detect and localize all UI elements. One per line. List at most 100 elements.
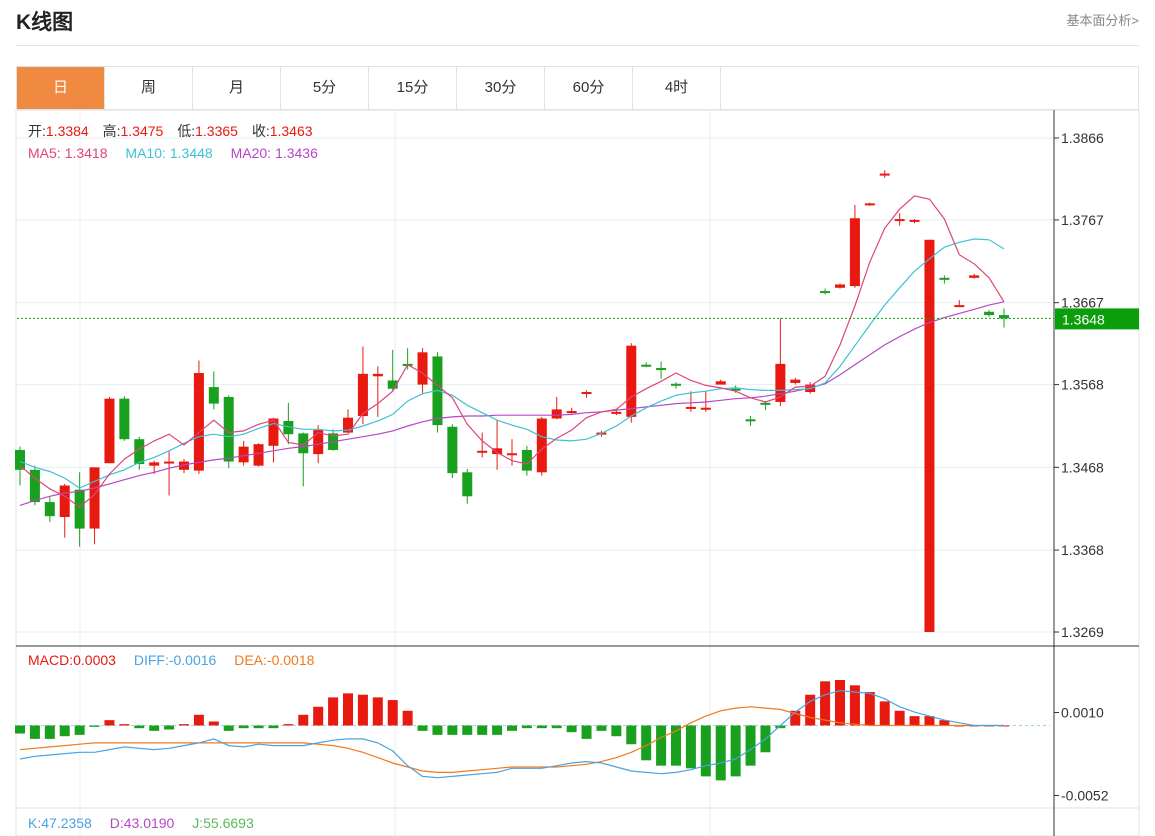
macd-bar — [521, 725, 532, 729]
candle[interactable] — [343, 409, 353, 433]
candle-body — [521, 449, 532, 471]
candle-body — [969, 275, 980, 278]
candle[interactable] — [357, 346, 368, 425]
candle[interactable] — [447, 424, 458, 479]
candle[interactable] — [372, 366, 383, 417]
candle[interactable] — [715, 379, 726, 385]
candle-body — [954, 305, 965, 308]
candle[interactable] — [924, 239, 935, 632]
candle[interactable] — [238, 440, 249, 466]
candle[interactable] — [775, 318, 786, 407]
candle[interactable] — [849, 205, 860, 288]
fundamental-analysis-link[interactable]: 基本面分析> — [1066, 13, 1139, 28]
candle[interactable] — [939, 275, 950, 284]
candle-body — [849, 218, 860, 287]
macd-bar — [134, 725, 145, 729]
candle-body — [566, 411, 577, 414]
ma-legend: MA5: 1.3418 MA10: 1.3448 MA20: 1.3436 — [28, 145, 318, 161]
ma5-line — [19, 195, 1005, 508]
macd-bar — [477, 725, 488, 735]
candle[interactable] — [909, 219, 920, 224]
candle[interactable] — [74, 472, 85, 547]
candle[interactable] — [641, 362, 652, 368]
candle-body — [357, 373, 368, 417]
tab-month[interactable]: 月 — [193, 67, 281, 109]
candle-body — [44, 502, 55, 517]
candle[interactable] — [745, 416, 756, 426]
candle[interactable] — [44, 497, 55, 522]
candle-body — [626, 345, 637, 417]
candle-body — [253, 444, 264, 466]
candle-body — [641, 364, 652, 367]
candle[interactable] — [894, 213, 905, 226]
price-tick-label: 1.3368 — [1061, 542, 1104, 558]
candle[interactable] — [626, 343, 637, 423]
tab-day[interactable]: 日 — [17, 67, 105, 109]
title-divider — [16, 45, 1139, 46]
candle[interactable] — [521, 445, 532, 476]
candle[interactable] — [477, 432, 488, 458]
macd-bar — [611, 725, 622, 737]
macd-bar — [283, 724, 294, 726]
candle[interactable] — [298, 432, 309, 487]
candle[interactable] — [253, 443, 264, 467]
macd-bar — [432, 725, 443, 735]
macd-bar — [193, 714, 204, 726]
candle[interactable] — [223, 395, 234, 469]
candle[interactable] — [208, 371, 219, 410]
candle[interactable] — [820, 288, 831, 295]
candle[interactable] — [671, 382, 681, 389]
candle[interactable] — [581, 390, 592, 398]
candle[interactable] — [536, 416, 547, 476]
ma20-line — [19, 301, 1005, 506]
candle[interactable] — [864, 202, 875, 206]
candle-body — [462, 472, 473, 497]
candle[interactable] — [760, 401, 771, 411]
candle[interactable] — [417, 348, 428, 393]
candle[interactable] — [685, 391, 696, 412]
candle-body — [119, 398, 130, 440]
candle[interactable] — [984, 310, 995, 317]
candle[interactable] — [954, 300, 965, 308]
candle-body — [775, 363, 786, 402]
candle[interactable] — [879, 170, 890, 178]
tab-4h[interactable]: 4时 — [633, 67, 721, 109]
tab-week[interactable]: 周 — [105, 67, 193, 109]
candle[interactable] — [432, 352, 443, 433]
candle[interactable] — [29, 465, 40, 506]
candle-body — [715, 381, 726, 385]
candle[interactable] — [969, 273, 980, 279]
macd-bar — [119, 724, 130, 726]
candle-body — [477, 450, 488, 453]
candle-body — [29, 469, 40, 503]
candle[interactable] — [999, 308, 1009, 328]
macd-bar — [402, 710, 413, 726]
tab-5min[interactable]: 5分 — [281, 67, 369, 109]
candle[interactable] — [835, 283, 845, 289]
macd-bar — [507, 725, 517, 731]
candle[interactable] — [268, 417, 279, 463]
indicator-legends: 开:1.3384 高:1.3475 低:1.3365 收:1.3463 MA5:… — [28, 123, 318, 831]
candle[interactable] — [134, 436, 145, 470]
candle[interactable] — [179, 459, 189, 474]
candle[interactable] — [492, 420, 503, 470]
macd-bar — [715, 725, 726, 781]
candle[interactable] — [656, 361, 667, 379]
candle[interactable] — [164, 450, 175, 496]
candle-body — [298, 433, 309, 454]
candle[interactable] — [283, 402, 294, 445]
tab-15min[interactable]: 15分 — [369, 67, 457, 109]
macd-bar — [909, 716, 920, 726]
candle-body — [999, 315, 1009, 319]
candle[interactable] — [89, 467, 100, 545]
candle[interactable] — [566, 407, 577, 414]
candle[interactable] — [193, 360, 204, 474]
candle[interactable] — [462, 468, 473, 504]
candle[interactable] — [790, 377, 801, 385]
tab-30min[interactable]: 30分 — [457, 67, 545, 109]
candle[interactable] — [104, 396, 115, 464]
candle[interactable] — [387, 349, 398, 391]
tab-60min[interactable]: 60分 — [545, 67, 633, 109]
candle[interactable] — [119, 396, 130, 441]
